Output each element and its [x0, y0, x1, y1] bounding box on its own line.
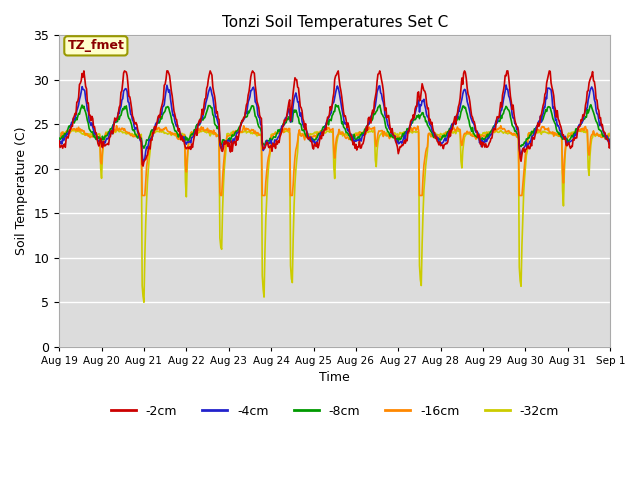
Y-axis label: Soil Temperature (C): Soil Temperature (C) — [15, 127, 28, 255]
Legend: -2cm, -4cm, -8cm, -16cm, -32cm: -2cm, -4cm, -8cm, -16cm, -32cm — [106, 400, 564, 423]
X-axis label: Time: Time — [319, 372, 350, 384]
Text: TZ_fmet: TZ_fmet — [67, 39, 124, 52]
Title: Tonzi Soil Temperatures Set C: Tonzi Soil Temperatures Set C — [221, 15, 448, 30]
